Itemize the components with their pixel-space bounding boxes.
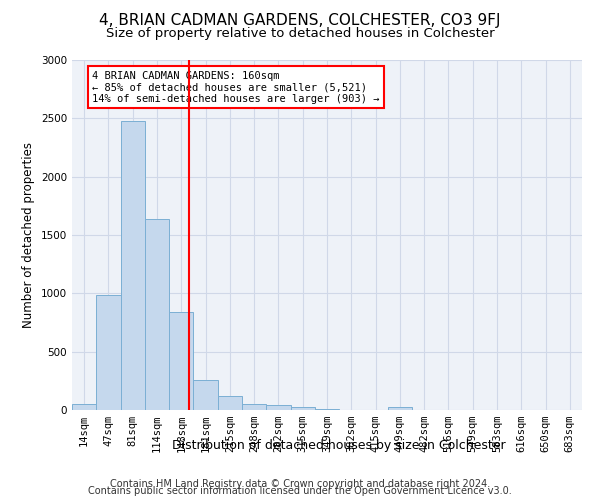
Bar (218, 396, 242, 410)
Bar (169, 312, 193, 410)
Text: Size of property relative to detached houses in Colchester: Size of property relative to detached ho… (106, 28, 494, 40)
Text: 4, BRIAN CADMAN GARDENS, COLCHESTER, CO3 9FJ: 4, BRIAN CADMAN GARDENS, COLCHESTER, CO3… (99, 12, 501, 28)
Y-axis label: Number of detached properties: Number of detached properties (22, 142, 35, 328)
Bar (388, 407, 412, 410)
Bar (315, 409, 339, 410)
Text: Distribution of detached houses by size in Colchester: Distribution of detached houses by size … (172, 440, 506, 452)
Bar (193, 380, 218, 410)
Bar (96, 295, 121, 410)
Bar (72, 404, 96, 410)
Text: 4 BRIAN CADMAN GARDENS: 160sqm
← 85% of detached houses are smaller (5,521)
14% : 4 BRIAN CADMAN GARDENS: 160sqm ← 85% of … (92, 70, 380, 104)
Bar (121, 120, 145, 410)
Text: Contains HM Land Registry data © Crown copyright and database right 2024.: Contains HM Land Registry data © Crown c… (110, 479, 490, 489)
Bar (242, 404, 266, 410)
Bar (290, 406, 315, 410)
Text: Contains public sector information licensed under the Open Government Licence v3: Contains public sector information licen… (88, 486, 512, 496)
Bar (266, 406, 290, 410)
Bar (145, 218, 169, 410)
